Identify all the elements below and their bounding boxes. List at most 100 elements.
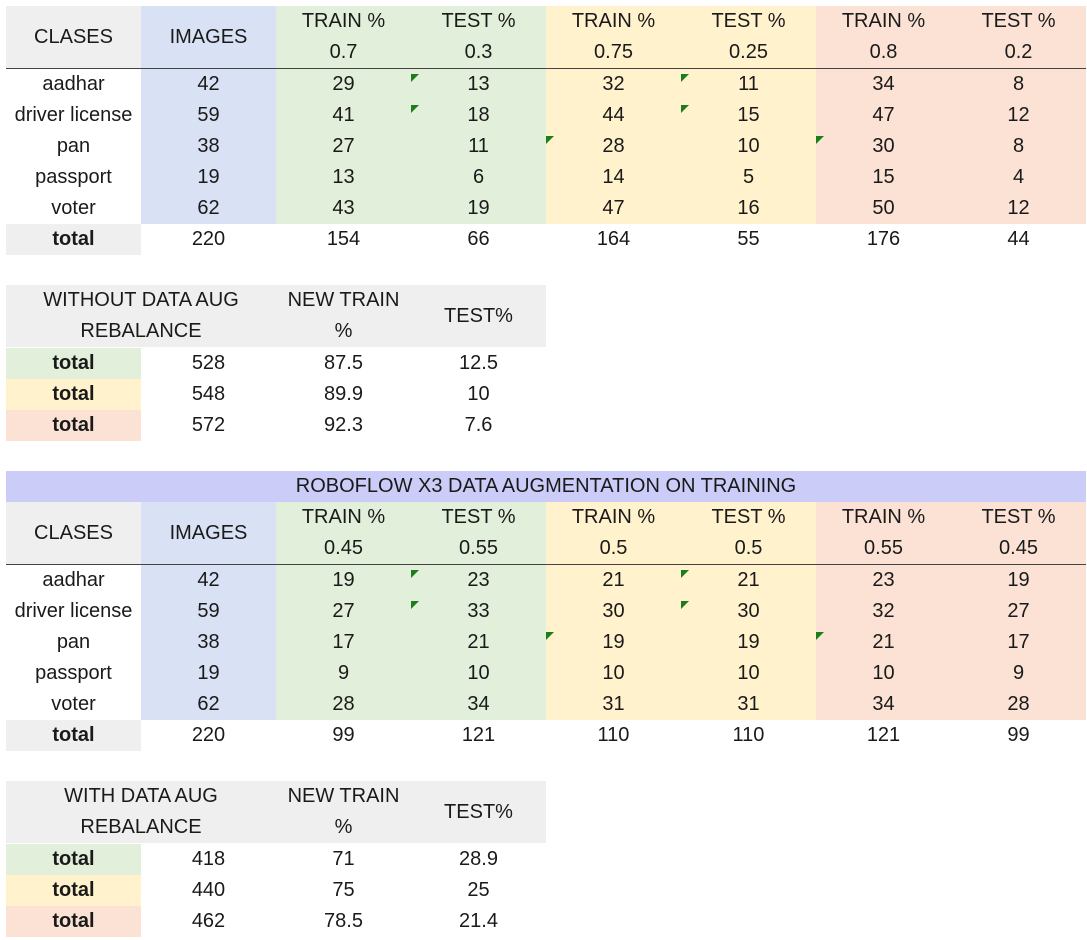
table1-data-cell[interactable]: passport [6,162,141,193]
table1-data-cell[interactable]: 34 [816,69,951,100]
table1-data-cell[interactable]: 13 [411,69,546,100]
table2-data-cell[interactable]: 34 [816,689,951,720]
table1-data-cell[interactable]: 19 [411,193,546,224]
table1-header-cell[interactable]: TRAIN % 0.75 [546,6,681,68]
summary1-header-cell[interactable]: NEW TRAIN% [276,285,411,347]
table1-data-cell[interactable]: 47 [546,193,681,224]
table2-data-cell[interactable]: 21 [681,565,816,596]
table1-data-cell[interactable]: 11 [411,131,546,162]
table2-header-cell[interactable]: CLASES [6,502,141,564]
table2-data-cell[interactable]: 19 [276,565,411,596]
table2-data-cell[interactable]: 31 [681,689,816,720]
summary1-data-cell[interactable]: 12.5 [411,348,546,379]
table2-data-cell[interactable]: 17 [951,627,1086,658]
table1-data-cell[interactable]: pan [6,131,141,162]
table1-total-cell[interactable]: 154 [276,224,411,255]
table1-total-cell[interactable]: total [6,224,141,255]
table2-data-cell[interactable]: pan [6,627,141,658]
summary2-data-cell[interactable]: 418 [141,844,276,875]
table1-data-cell[interactable]: 13 [276,162,411,193]
table2-data-cell[interactable]: 9 [951,658,1086,689]
table1-data-cell[interactable]: aadhar [6,69,141,100]
table2-header-cell[interactable]: TRAIN % 0.45 [276,502,411,564]
summary1-data-cell[interactable]: 87.5 [276,348,411,379]
table1-data-cell[interactable]: 43 [276,193,411,224]
table2-total-cell[interactable]: 99 [951,720,1086,751]
table1-data-cell[interactable]: 5 [681,162,816,193]
table1-header-cell[interactable]: TRAIN % 0.8 [816,6,951,68]
table1-data-cell[interactable]: 62 [141,193,276,224]
table1-total-cell[interactable]: 44 [951,224,1086,255]
table1-data-cell[interactable]: 50 [816,193,951,224]
table1-total-cell[interactable]: 164 [546,224,681,255]
table1-data-cell[interactable]: 32 [546,69,681,100]
table1-total-cell[interactable]: 66 [411,224,546,255]
table2-header-cell[interactable]: TEST % 0.5 [681,502,816,564]
summary2-data-cell[interactable]: total [6,906,141,937]
table2-data-cell[interactable]: 31 [546,689,681,720]
table2-data-cell[interactable]: 23 [411,565,546,596]
table2-data-cell[interactable]: 28 [276,689,411,720]
summary1-data-cell[interactable]: 548 [141,379,276,410]
table1-header-cell[interactable]: TEST % 0.2 [951,6,1086,68]
table1-data-cell[interactable]: 18 [411,100,546,131]
table1-data-cell[interactable]: 4 [951,162,1086,193]
summary2-data-cell[interactable]: 462 [141,906,276,937]
table2-data-cell[interactable]: aadhar [6,565,141,596]
table1-header-cell[interactable]: IMAGES [141,6,276,68]
table2-data-cell[interactable]: 10 [816,658,951,689]
table2-data-cell[interactable]: 9 [276,658,411,689]
table2-total-cell[interactable]: 110 [546,720,681,751]
summary2-data-cell[interactable]: 21.4 [411,906,546,937]
table1-data-cell[interactable]: 8 [951,131,1086,162]
table2-data-cell[interactable]: 19 [141,658,276,689]
table2-total-cell[interactable]: total [6,720,141,751]
table2-data-cell[interactable]: 30 [681,596,816,627]
table2-data-cell[interactable]: 10 [681,658,816,689]
table2-header-cell[interactable]: IMAGES [141,502,276,564]
table2-data-cell[interactable]: 19 [951,565,1086,596]
table2-data-cell[interactable]: 42 [141,565,276,596]
table1-data-cell[interactable]: 41 [276,100,411,131]
table2-data-cell[interactable]: voter [6,689,141,720]
table1-header-cell[interactable]: TEST % 0.25 [681,6,816,68]
table2-data-cell[interactable]: 19 [546,627,681,658]
table2-data-cell[interactable]: 38 [141,627,276,658]
table1-data-cell[interactable]: 29 [276,69,411,100]
summary2-data-cell[interactable]: 28.9 [411,844,546,875]
summary2-header-cell[interactable]: NEW TRAIN% [276,781,411,843]
summary1-data-cell[interactable]: total [6,410,141,441]
table2-data-cell[interactable]: 10 [546,658,681,689]
table1-data-cell[interactable]: 42 [141,69,276,100]
table2-data-cell[interactable]: 27 [276,596,411,627]
table2-total-cell[interactable]: 99 [276,720,411,751]
table2-data-cell[interactable]: 62 [141,689,276,720]
table2-data-cell[interactable]: 28 [951,689,1086,720]
summary1-data-cell[interactable]: 89.9 [276,379,411,410]
table1-data-cell[interactable]: 30 [816,131,951,162]
table2-data-cell[interactable]: 21 [546,565,681,596]
summary1-data-cell[interactable]: 92.3 [276,410,411,441]
table1-data-cell[interactable]: 28 [546,131,681,162]
table2-data-cell[interactable]: 10 [411,658,546,689]
table1-data-cell[interactable]: driver license [6,100,141,131]
summary2-header-cell[interactable]: TEST% [411,781,546,843]
table2-header-cell[interactable]: TRAIN % 0.5 [546,502,681,564]
table1-header-cell[interactable]: TRAIN % 0.7 [276,6,411,68]
summary1-data-cell[interactable]: 528 [141,348,276,379]
table1-data-cell[interactable]: 12 [951,193,1086,224]
table2-header-cell[interactable]: TEST % 0.55 [411,502,546,564]
table2-data-cell[interactable]: 21 [411,627,546,658]
summary1-data-cell[interactable]: total [6,348,141,379]
table1-data-cell[interactable]: 16 [681,193,816,224]
table2-data-cell[interactable]: 19 [681,627,816,658]
summary2-data-cell[interactable]: total [6,875,141,906]
table2-total-cell[interactable]: 121 [816,720,951,751]
table1-data-cell[interactable]: 11 [681,69,816,100]
table2-data-cell[interactable]: 21 [816,627,951,658]
table2-data-cell[interactable]: 23 [816,565,951,596]
table1-data-cell[interactable]: 10 [681,131,816,162]
table1-data-cell[interactable]: 14 [546,162,681,193]
table1-data-cell[interactable]: 12 [951,100,1086,131]
summary2-data-cell[interactable]: 75 [276,875,411,906]
